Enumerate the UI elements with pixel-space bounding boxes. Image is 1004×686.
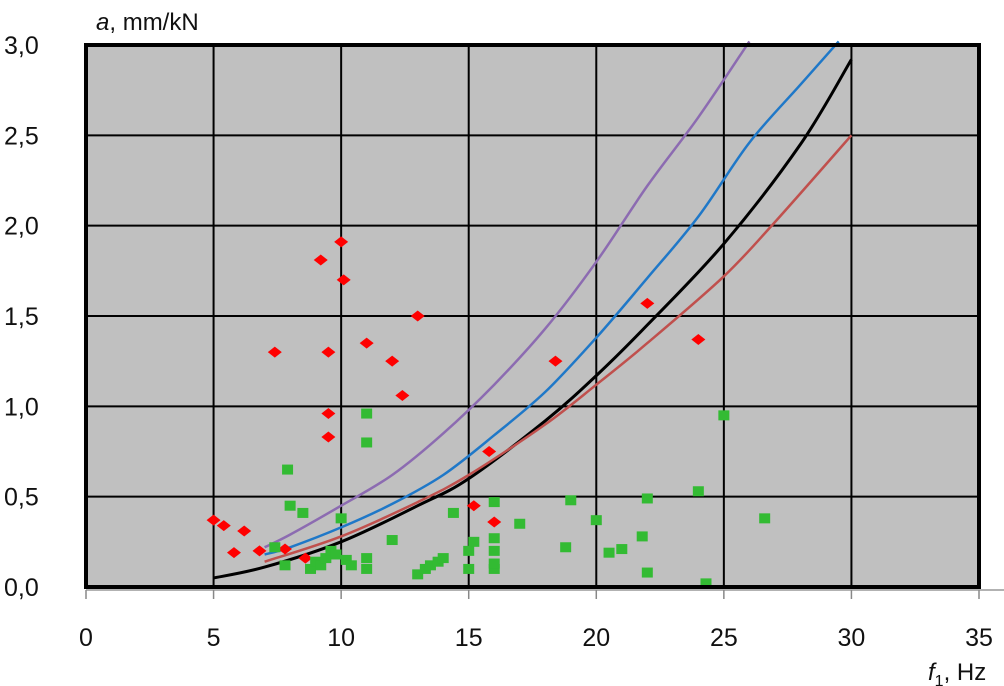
x-tick-label: 10	[327, 624, 355, 652]
red-data-point	[336, 274, 351, 286]
green-data-point	[361, 553, 373, 564]
green-data-point	[488, 558, 500, 569]
red-data-point	[237, 525, 252, 537]
green-data-point	[284, 500, 296, 511]
red-data-point	[226, 547, 241, 559]
green-data-point	[641, 567, 653, 578]
red-data-point	[466, 500, 481, 512]
x-tick-label: 5	[207, 624, 221, 652]
green-data-point	[718, 410, 730, 421]
green-data-point	[320, 553, 332, 564]
red-data-point	[385, 355, 400, 367]
green-data-point	[305, 563, 317, 574]
x-tick-label: 30	[838, 624, 866, 652]
green-data-point	[361, 563, 373, 574]
green-data-point	[335, 513, 347, 524]
green-data-point	[636, 531, 648, 542]
green-data-point	[297, 507, 309, 518]
green-data-point	[565, 495, 577, 506]
red-data-point	[691, 333, 706, 345]
red-data-point	[359, 337, 374, 349]
red-data-point	[278, 543, 293, 555]
green-data-point	[468, 536, 480, 547]
x-tick-label: 35	[965, 624, 993, 652]
green-data-point	[514, 518, 526, 529]
black-curve	[213, 58, 853, 580]
y-tick-label: 0,5	[4, 484, 39, 512]
x-axis-subscript: 1	[935, 673, 944, 686]
y-tick-label: 0,0	[4, 574, 39, 602]
y-tick-label: 1,0	[4, 393, 39, 421]
red-data-point	[298, 552, 313, 564]
y-axis-symbol: a	[96, 9, 109, 36]
y-axis-unit: , mm/kN	[109, 9, 198, 36]
green-data-point	[361, 437, 373, 448]
x-axis-label: f1, Hz	[928, 659, 986, 686]
red-data-point	[216, 520, 231, 532]
tick-labels: 0 5 10 15 20 25 30 35 0,0 0,5 1,0 1,5 2,0 2,5 3,0	[4, 32, 993, 652]
red-data-point	[482, 446, 497, 457]
x-tick-label: 0	[79, 624, 93, 652]
y-axis-label: a, mm/kN	[96, 9, 199, 36]
red-data-point	[640, 297, 655, 309]
red-data-point	[487, 516, 502, 528]
red-data-point	[334, 236, 349, 248]
green-data-point	[692, 486, 704, 497]
green-data-point	[330, 549, 342, 560]
green-data-point	[463, 563, 475, 574]
x-axis-unit: , Hz	[944, 659, 987, 686]
y-tick-label: 2,0	[4, 213, 39, 241]
green-data-point	[616, 544, 628, 555]
green-data-point	[345, 560, 357, 571]
green-data-point	[361, 408, 373, 419]
y-tick-label: 1,5	[4, 303, 39, 331]
red-data-point	[206, 514, 221, 526]
green-data-point	[386, 535, 398, 546]
green-data-point	[488, 563, 500, 574]
green-data-point	[437, 553, 449, 564]
green-data-point	[424, 560, 436, 571]
green-data-point	[488, 497, 500, 508]
red-data-point	[321, 408, 336, 420]
red-curve	[264, 134, 853, 563]
x-axis-symbol: f	[928, 659, 937, 686]
green-data-point	[590, 515, 602, 526]
green-data-point	[759, 513, 771, 524]
gridlines	[86, 45, 979, 587]
x-tick-label: 15	[455, 624, 483, 652]
blue-curve	[264, 40, 840, 556]
x-tick-label: 25	[710, 624, 738, 652]
green-data-point	[269, 542, 281, 553]
red-data-point	[252, 545, 267, 557]
red-data-point	[321, 431, 336, 443]
red-data-point	[321, 346, 336, 358]
red-data-point	[395, 389, 410, 401]
red-data-point	[267, 346, 282, 358]
green-data-point	[282, 464, 294, 475]
y-tick-label: 3,0	[4, 32, 39, 60]
green-data-point	[488, 533, 500, 544]
green-data-point	[700, 578, 712, 589]
green-data-point	[412, 569, 424, 580]
y-tick-label: 2,5	[4, 122, 39, 150]
point-layer	[206, 236, 771, 589]
green-data-point	[463, 545, 475, 556]
green-data-point	[641, 493, 653, 504]
green-data-point	[315, 560, 327, 571]
purple-curve	[264, 40, 751, 549]
red-data-point	[410, 310, 425, 322]
curve-layer	[213, 40, 853, 580]
x-tick-label: 20	[582, 624, 610, 652]
green-data-point	[603, 547, 615, 558]
green-data-point	[447, 507, 459, 518]
green-data-point	[488, 545, 500, 556]
green-data-point	[340, 554, 352, 565]
green-data-point	[279, 560, 291, 571]
red-data-point	[548, 355, 563, 367]
red-data-point	[313, 254, 328, 266]
green-data-point	[560, 542, 572, 553]
plot-frame	[84, 43, 981, 589]
